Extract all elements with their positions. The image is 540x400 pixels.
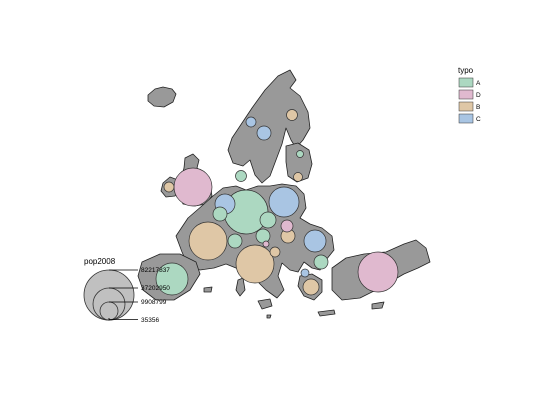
bubble-d — [357, 251, 399, 293]
bubble-a — [155, 262, 189, 296]
land-iceland — [147, 86, 177, 108]
legend-typo-item: C — [458, 113, 481, 124]
bubble-a — [212, 206, 228, 222]
bubble-b — [269, 246, 281, 258]
legend-pop-circle — [99, 301, 119, 321]
bubble-layer — [155, 109, 399, 296]
bubble-a — [313, 254, 329, 270]
legend-label-d: D — [476, 92, 481, 99]
bubble-a — [259, 211, 277, 229]
bubble-a — [235, 170, 247, 182]
legend-typo-item: D — [458, 89, 481, 100]
legend-label-c: C — [476, 116, 481, 123]
legend-typo: typo A D B C — [458, 66, 481, 124]
bubble-b — [293, 172, 303, 182]
bubble-a — [255, 228, 271, 244]
legend-swatch-d — [458, 89, 474, 100]
land-baltics — [285, 142, 313, 183]
land-crete — [317, 309, 336, 317]
land-balearics — [203, 286, 213, 293]
legend-pop-title: pop2008 — [84, 257, 116, 266]
bubble-b — [188, 221, 228, 261]
bubble-d — [280, 219, 294, 233]
bubble-d — [173, 167, 213, 207]
land-scandinavia — [227, 69, 311, 184]
bubble-c — [303, 229, 327, 253]
land-malta — [266, 314, 272, 319]
bubble-c — [245, 116, 257, 128]
legend-swatch-a — [458, 77, 474, 88]
legend-pop-value: 82217837 — [141, 267, 170, 274]
legend-label-a: A — [476, 80, 481, 87]
bubble-b — [302, 278, 320, 296]
legend-pop-value: 35356 — [141, 317, 159, 324]
bubble-c — [268, 186, 300, 218]
legend-swatch-b — [458, 101, 474, 112]
legend-label-b: B — [476, 104, 480, 111]
bubble-d — [262, 240, 270, 248]
bubble-c — [300, 268, 310, 278]
legend-typo-item: B — [458, 101, 480, 112]
legend-typo-item: A — [458, 77, 481, 88]
bubble-a — [296, 150, 304, 158]
land-sicily — [257, 298, 273, 310]
land-cyprus — [371, 301, 385, 310]
bubble-b — [235, 244, 275, 284]
land-sardinia — [235, 277, 246, 297]
legend-swatch-c — [458, 113, 474, 124]
bubble-c — [256, 125, 272, 141]
bubble-b — [286, 109, 298, 121]
legend-typo-title: typo — [458, 66, 474, 75]
bubble-a — [227, 233, 243, 249]
legend-pop-value: 37202950 — [141, 285, 170, 292]
legend-pop-value: 9908799 — [141, 299, 167, 306]
bubble-b — [163, 181, 175, 193]
legend-pop2008: pop2008 82217837 37202950 9908799 35356 — [83, 257, 170, 324]
